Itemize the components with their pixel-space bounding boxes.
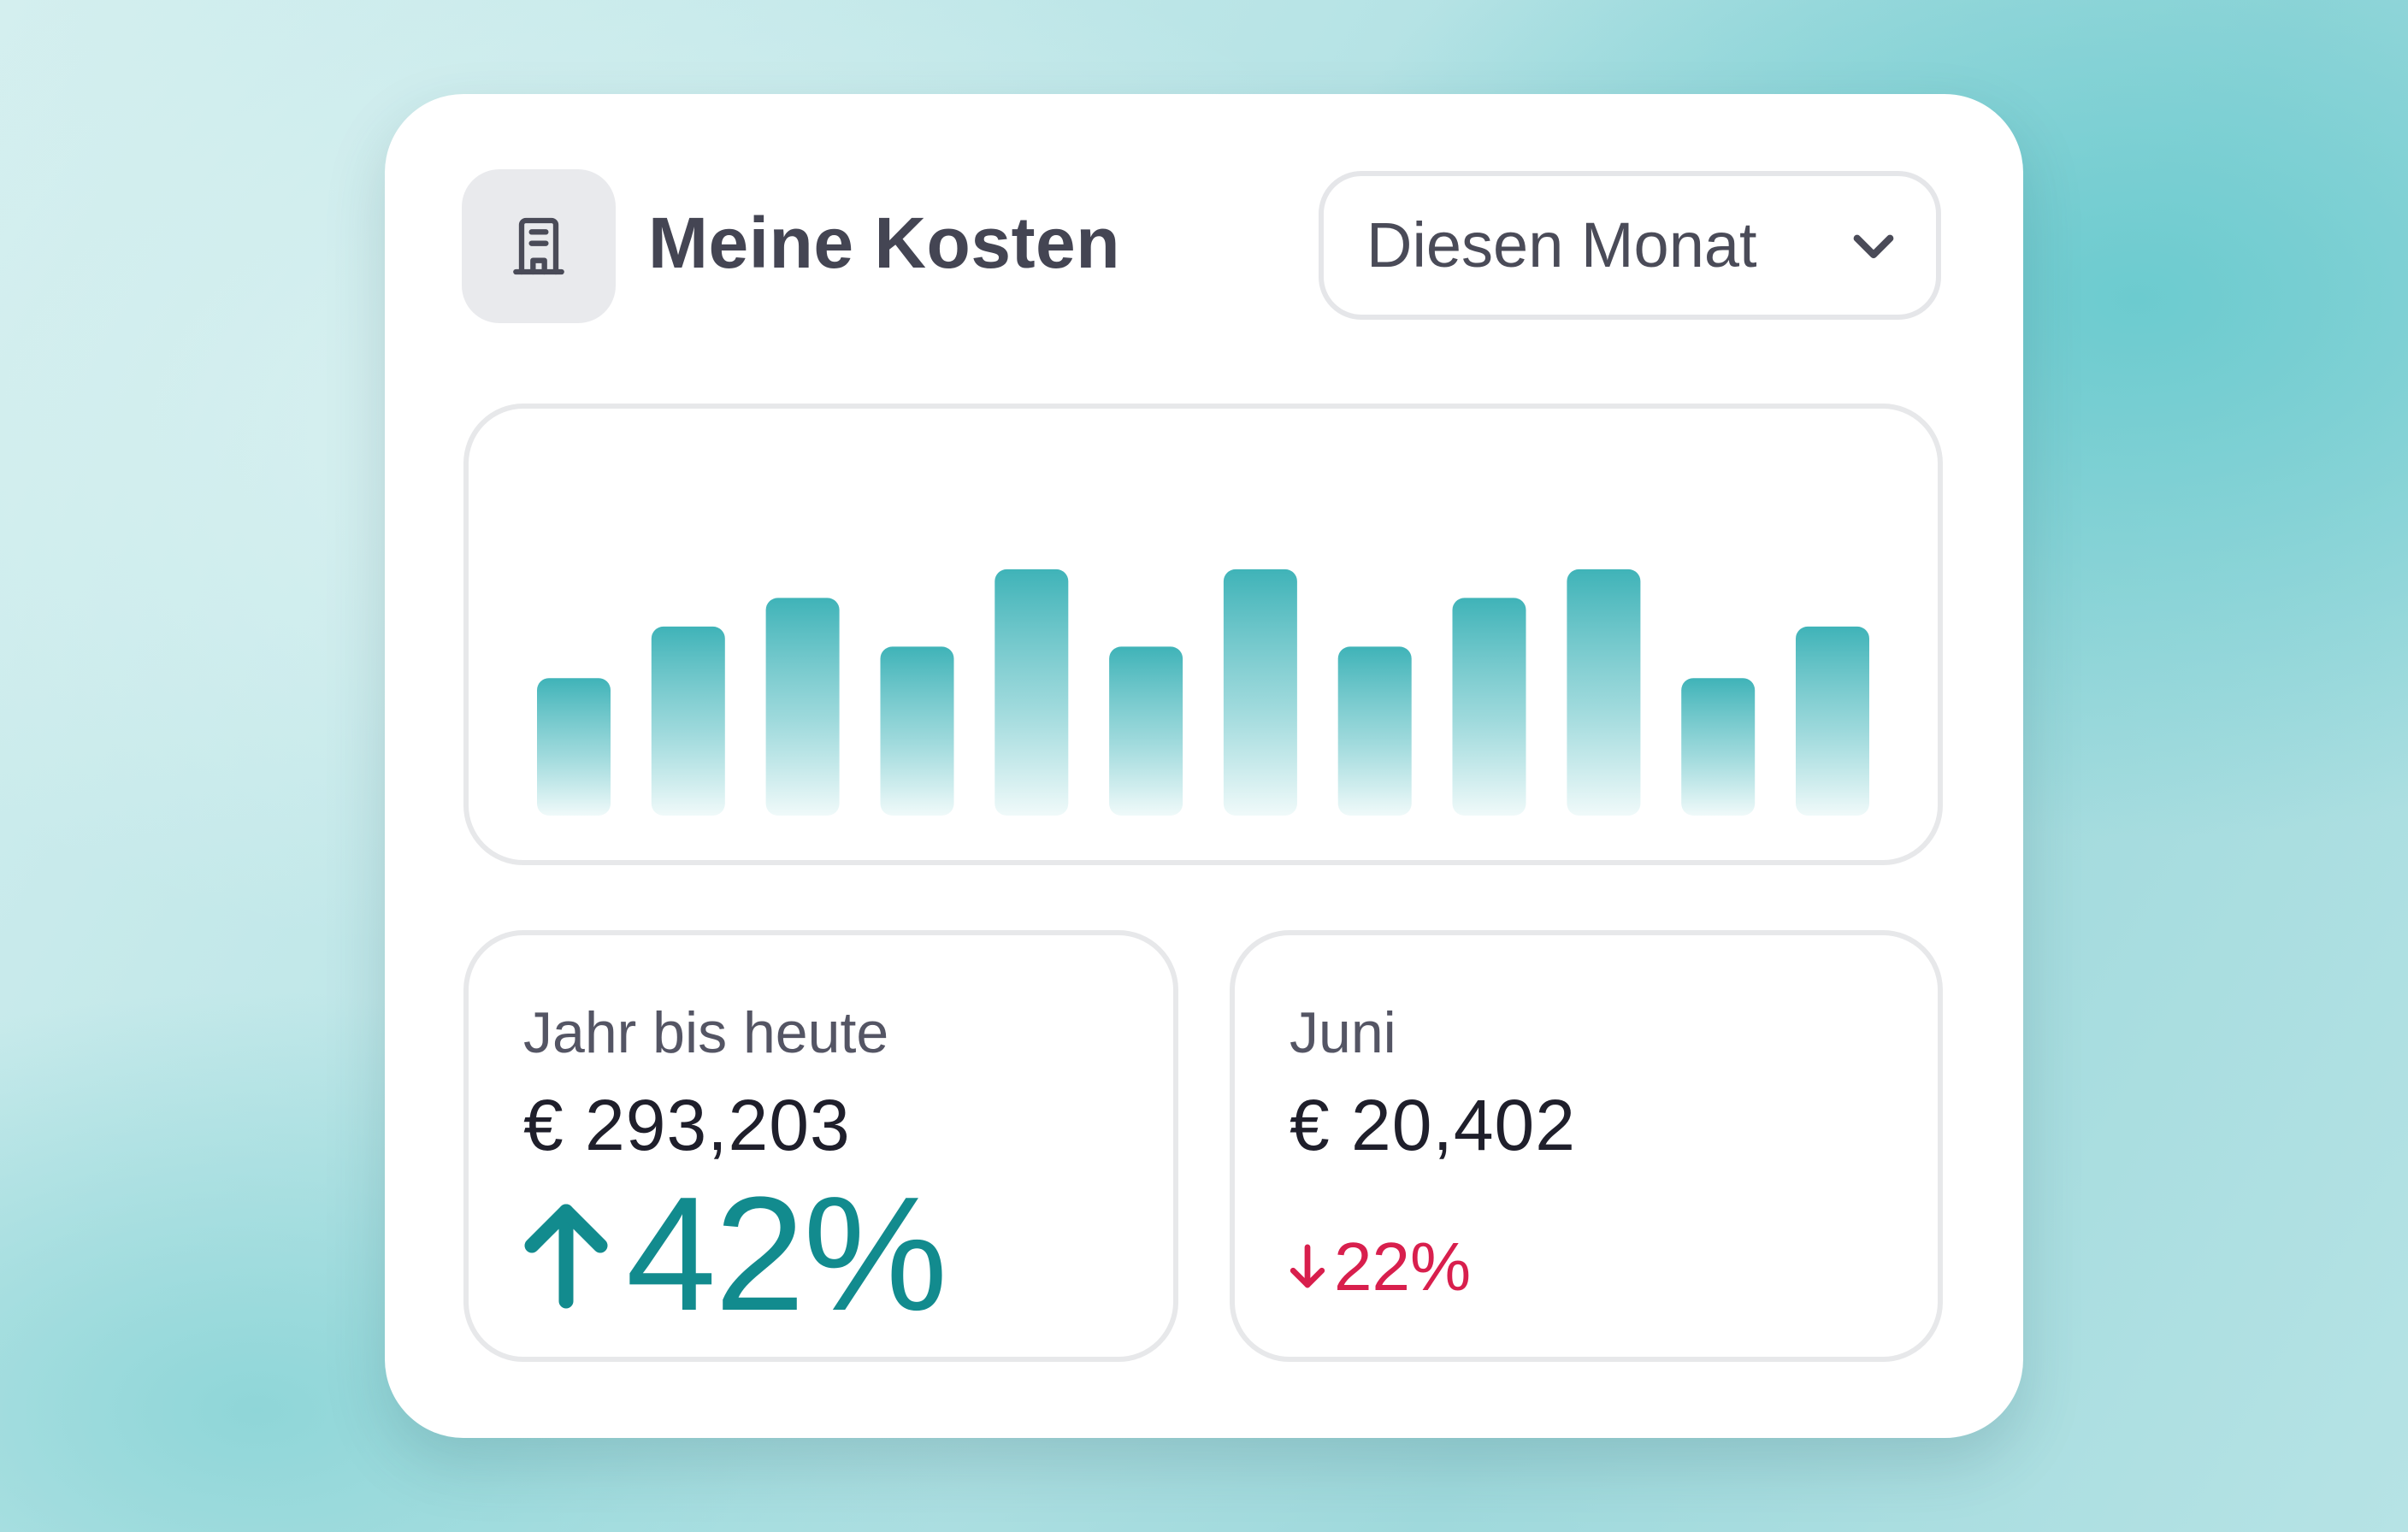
chart-bar-9 [1452,598,1526,816]
change-indicator-up: 42% [523,1164,947,1345]
building-icon-box [462,169,616,323]
chart-bar-10 [1567,569,1641,816]
chart-bar-4 [880,646,954,816]
cost-bar-chart [537,569,1869,816]
chart-bar-7 [1223,569,1297,816]
change-percent: 42% [626,1164,947,1345]
chart-bar-2 [651,626,725,816]
period-select[interactable]: Diesen Monat [1319,171,1941,320]
costs-widget-card: Meine Kosten Diesen Monat Jahr bis heute… [385,94,2023,1438]
stat-value: € 20,402 [1290,1085,1576,1165]
change-percent: 22% [1334,1229,1472,1305]
arrow-up-icon [524,1204,608,1309]
stat-value: € 293,203 [523,1085,851,1165]
building-icon [513,217,564,275]
period-select-value: Diesen Monat [1366,209,1757,280]
chart-bar-8 [1337,646,1412,816]
stat-label: Juni [1290,1000,1396,1065]
change-indicator-down: 22% [1290,1233,1471,1301]
arrow-down-icon [1290,1244,1325,1288]
chevron-down-icon [1853,234,1894,259]
chart-bar-6 [1109,646,1183,816]
chart-bar-11 [1681,678,1756,816]
stat-label: Jahr bis heute [523,1000,889,1065]
cost-chart-panel [463,404,1943,865]
stat-card-ytd: Jahr bis heute € 293,203 42% [463,930,1178,1362]
chart-bar-12 [1796,626,1869,816]
chart-bar-1 [537,678,611,816]
chart-bar-5 [994,569,1069,816]
stat-card-month: Juni € 20,402 22% [1230,930,1943,1362]
widget-title: Meine Kosten [648,203,1121,283]
chart-bar-3 [765,598,840,816]
